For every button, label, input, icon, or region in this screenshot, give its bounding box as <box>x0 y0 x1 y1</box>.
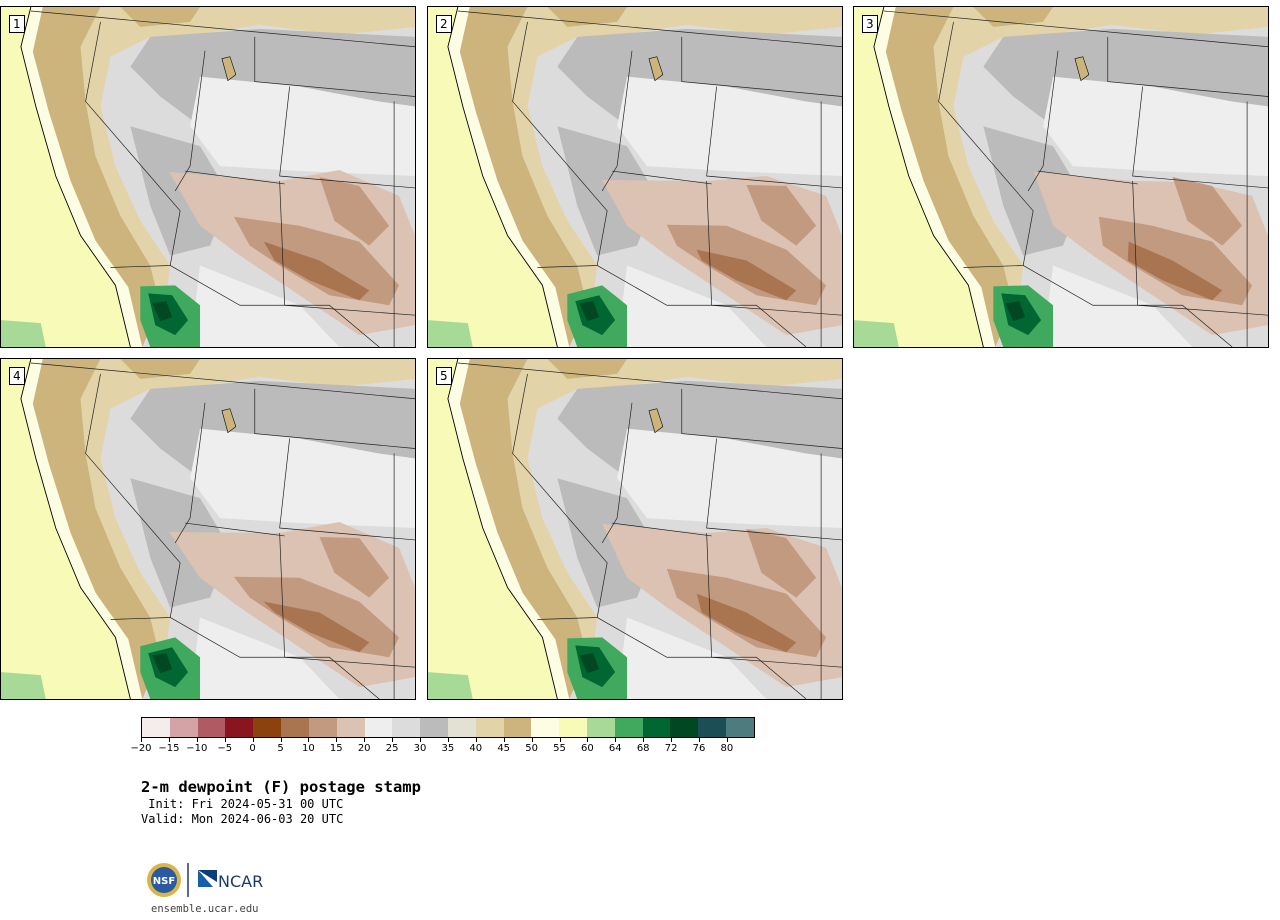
colorbar-tick <box>559 738 561 742</box>
nsf-ncar-logo: NSF NCAR <box>147 863 263 897</box>
colorbar-tick <box>364 738 366 742</box>
colorbar-swatch <box>726 718 754 737</box>
svg-text:NCAR: NCAR <box>218 872 263 891</box>
colorbar-swatch <box>503 718 532 737</box>
colorbar-tick <box>475 738 477 742</box>
colorbar-tick <box>196 738 198 742</box>
colorbar-swatch <box>531 718 560 737</box>
colorbar-tick <box>141 738 142 742</box>
colorbar-tick-label: 35 <box>441 743 455 754</box>
colorbar-swatch <box>475 718 504 737</box>
colorbar-tick <box>280 738 282 742</box>
colorbar-swatch <box>142 718 170 737</box>
figure-title: 2-m dewpoint (F) postage stamp <box>141 778 421 796</box>
colorbar-tick <box>392 738 394 742</box>
colorbar-tick <box>699 738 700 742</box>
colorbar-swatch <box>698 718 727 737</box>
colorbar-tick-label: 55 <box>553 743 566 754</box>
site-url: ensemble.ucar.edu <box>151 903 259 915</box>
colorbar-tick-label: 30 <box>413 743 427 754</box>
colorbar-swatch <box>281 718 309 737</box>
colorbar-tick <box>336 738 338 742</box>
colorbar-tick-label: 80 <box>720 743 734 754</box>
colorbar-tick-label: 68 <box>636 743 650 754</box>
colorbar-tick-label: 64 <box>608 743 622 754</box>
colorbar-tick-label: 0 <box>249 743 256 754</box>
colorbar-tick-label: 20 <box>357 743 371 754</box>
colorbar-tick <box>420 738 421 742</box>
colorbar-swatch <box>614 718 643 737</box>
colorbar-tick-label: −10 <box>186 743 208 754</box>
colorbar-swatch <box>670 718 699 737</box>
panel-number: 2 <box>436 15 452 33</box>
init-time: Init: Fri 2024-05-31 00 UTC <box>141 797 344 811</box>
colorbar-tick-label: 10 <box>302 743 315 754</box>
panel-number: 4 <box>9 367 25 385</box>
colorbar-tick-label: 40 <box>469 743 483 754</box>
colorbar-tick <box>643 738 645 742</box>
colorbar-tick <box>447 738 449 742</box>
colorbar-tick-label: −5 <box>217 743 233 754</box>
colorbar <box>141 717 755 738</box>
colorbar-tick <box>587 738 589 742</box>
colorbar-tick-label: 45 <box>497 743 511 754</box>
colorbar-tick-label: 15 <box>329 743 343 754</box>
colorbar-tick-label: −20 <box>130 743 152 754</box>
colorbar-swatch <box>253 718 282 737</box>
nsf-seal-icon: NSF <box>147 863 181 897</box>
map-panel: 5 <box>427 358 843 700</box>
valid-time: Valid: Mon 2024-06-03 20 UTC <box>141 812 344 826</box>
colorbar-tick <box>252 738 254 742</box>
colorbar-tick <box>671 738 673 742</box>
colorbar-swatch <box>392 718 421 737</box>
colorbar-tick <box>503 738 505 742</box>
colorbar-tick-label: 5 <box>277 743 284 754</box>
colorbar-swatch <box>169 718 198 737</box>
colorbar-swatch <box>308 718 337 737</box>
colorbar-swatch <box>364 718 393 737</box>
colorbar-tick <box>531 738 533 742</box>
map-panel: 2 <box>427 6 843 348</box>
colorbar-tick <box>615 738 617 742</box>
colorbar-swatch <box>642 718 671 737</box>
colorbar-ticks: −20 −15 −10 −5 0 5 10 15 20 25 30 35 40 45 50 55 60 64 68 7… <box>130 738 761 758</box>
colorbar-tick-label: 76 <box>692 743 706 754</box>
colorbar-swatch <box>197 718 226 737</box>
colorbar-tick-label: −15 <box>158 743 180 754</box>
colorbar-swatch <box>587 718 615 737</box>
colorbar-tick-label: 25 <box>385 743 399 754</box>
colorbar-swatch <box>225 718 254 737</box>
map-panel: 3 <box>853 6 1269 348</box>
colorbar-tick <box>308 738 310 742</box>
colorbar-tick <box>168 738 170 742</box>
panel-number: 5 <box>436 367 452 385</box>
colorbar-swatch <box>420 718 448 737</box>
colorbar-swatch <box>336 718 365 737</box>
panel-number: 3 <box>862 15 878 33</box>
colorbar-tick-label: 72 <box>664 743 678 754</box>
colorbar-swatch <box>447 718 476 737</box>
colorbar-tick <box>224 738 226 742</box>
map-panel: 4 <box>0 358 416 700</box>
colorbar-tick <box>726 738 728 742</box>
colorbar-tick-label: 60 <box>581 743 594 754</box>
map-panel: 1 <box>0 6 416 348</box>
panel-number: 1 <box>9 15 25 33</box>
svg-text:NSF: NSF <box>153 876 175 887</box>
colorbar-tick-label: 50 <box>525 743 538 754</box>
ncar-logo-icon: NCAR <box>198 870 263 891</box>
colorbar-swatch <box>559 718 587 737</box>
